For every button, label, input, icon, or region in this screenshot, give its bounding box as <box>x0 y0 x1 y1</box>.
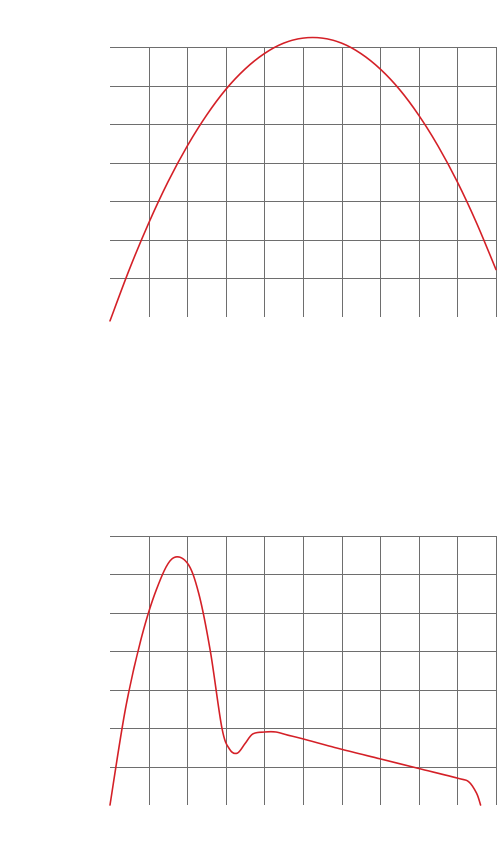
chart-top-series-line-0 <box>109 36 497 322</box>
chart-top-series <box>109 36 497 322</box>
chart-bottom-series-line-0 <box>109 555 482 806</box>
chart-bottom-series <box>109 555 482 806</box>
chart-top-grid <box>110 47 497 317</box>
chart-bottom-grid <box>110 536 497 805</box>
chart-top <box>109 36 497 322</box>
chart-bottom <box>109 536 497 806</box>
